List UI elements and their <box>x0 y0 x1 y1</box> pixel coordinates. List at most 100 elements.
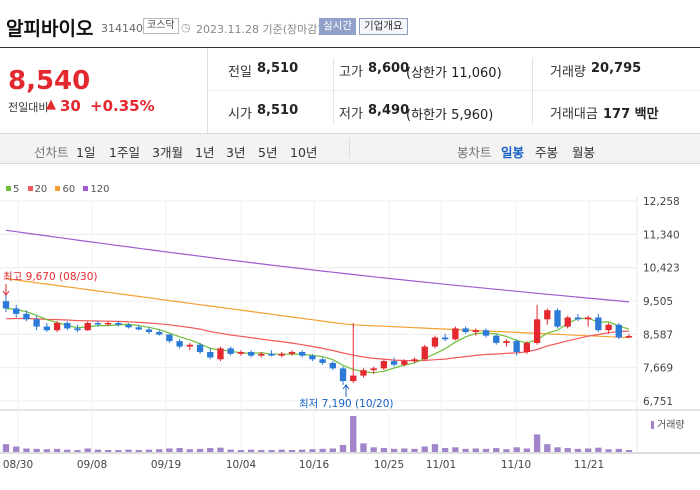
y-tick-label: 10,423 <box>643 263 680 275</box>
candle-body <box>441 337 449 340</box>
change-label: 전일대비 <box>8 101 49 114</box>
prev-close-value: 8,510 <box>257 61 299 76</box>
candle-body <box>33 319 40 327</box>
chart-toolbar: 선차트 1일 1주일 3개월 1년 3년 5년 10년 봉차트 일봉 주봉 월봉 <box>0 133 700 164</box>
candle-body <box>104 322 112 325</box>
x-tick-label: 11/01 <box>426 459 456 471</box>
lower-limit: (하한가 5,960) <box>406 108 494 123</box>
volume-bar <box>544 444 551 452</box>
volume-bar <box>268 450 275 452</box>
candle-body <box>74 328 81 331</box>
toolbar-divider <box>349 138 350 158</box>
candle-body <box>84 322 91 331</box>
legend-ma20: 20 <box>27 184 47 195</box>
candle-body <box>462 328 469 333</box>
high-annotation: 최고 9,670 (08/30) <box>3 271 98 283</box>
range-5y[interactable]: 5년 <box>258 145 278 160</box>
ma20-line <box>5 317 630 362</box>
candle-body <box>196 344 204 353</box>
candle-body <box>94 322 102 325</box>
candle-body <box>595 317 602 331</box>
realtime-button[interactable]: 실시간 <box>319 18 356 35</box>
volume-bar <box>94 449 102 452</box>
volume-bar <box>74 450 81 452</box>
candle-body <box>166 334 173 342</box>
high-label: 고가 <box>339 65 363 80</box>
range-1d[interactable]: 1일 <box>76 145 96 160</box>
volume-bar <box>339 444 347 452</box>
candle-body <box>350 375 357 382</box>
open-label: 시가 <box>228 107 252 122</box>
period-daily[interactable]: 일봉 <box>501 145 525 160</box>
low-arrow-icon <box>342 384 350 397</box>
volume-value: 20,795 <box>591 61 642 76</box>
candle-body <box>370 368 377 371</box>
volume-bar <box>237 450 245 452</box>
volume-bar <box>125 449 132 452</box>
candle-body <box>472 330 479 333</box>
volume-bar <box>247 449 255 452</box>
candle-body <box>452 328 459 340</box>
volume-bar <box>217 447 224 452</box>
volume-bar <box>533 434 541 452</box>
x-tick-label: 08/30 <box>3 459 33 471</box>
candle-body <box>23 313 30 320</box>
candle-body <box>53 322 61 331</box>
candle-body <box>278 353 285 356</box>
y-tick-label: 11,340 <box>643 229 680 241</box>
candle-body <box>176 341 183 347</box>
candle-body <box>513 341 520 353</box>
candle-body <box>217 348 224 360</box>
volume-bar <box>503 449 510 452</box>
y-tick-label: 12,258 <box>643 196 680 208</box>
volume-bar <box>523 448 531 452</box>
candle-body <box>288 352 296 354</box>
candle-body <box>319 359 326 363</box>
volume-bar <box>176 448 183 452</box>
legend-ma120: 120 <box>83 184 110 195</box>
volume-bar <box>380 448 388 452</box>
volume-bar <box>441 448 449 452</box>
range-1y[interactable]: 1년 <box>195 145 215 160</box>
y-tick-label: 9,505 <box>643 296 673 308</box>
range-1w[interactable]: 1주일 <box>109 145 140 160</box>
candle-body <box>145 329 153 333</box>
volume-bar <box>64 449 71 452</box>
x-tick-label: 10/04 <box>226 459 257 471</box>
volume-bar <box>360 443 367 452</box>
candle-body <box>156 332 163 335</box>
x-tick-label: 11/10 <box>501 459 531 471</box>
volume-bar <box>482 448 490 452</box>
candle-body <box>605 324 612 331</box>
y-tick-label: 7,669 <box>643 363 673 375</box>
volume-bar <box>145 449 153 452</box>
company-info-button[interactable]: 기업개요 <box>359 18 408 35</box>
volume-bar <box>299 449 306 452</box>
volume-bar <box>227 449 234 452</box>
x-tick-label: 09/08 <box>77 459 107 471</box>
volume-bar <box>207 448 214 452</box>
range-3m[interactable]: 3개월 <box>152 145 183 160</box>
volume-bar <box>564 448 571 452</box>
line-chart-label: 선차트 <box>34 145 69 160</box>
volume-bar <box>2 444 10 452</box>
volume-bar <box>584 448 592 452</box>
range-3y[interactable]: 3년 <box>226 145 246 160</box>
volume-bar <box>84 448 91 452</box>
column-divider <box>532 58 533 124</box>
volume-bar <box>319 448 326 452</box>
volume-bar <box>33 448 40 452</box>
candle-body <box>268 353 275 356</box>
candle-body <box>493 335 500 343</box>
volume-bar <box>350 416 357 452</box>
change-percent: +0.35% <box>90 97 155 115</box>
stock-name: 알피바이오 <box>6 18 94 40</box>
period-monthly[interactable]: 월봉 <box>572 145 596 160</box>
volume-bar <box>390 448 398 452</box>
candle-body <box>482 330 490 336</box>
candle-body <box>329 362 336 369</box>
y-tick-label: 8,587 <box>643 329 673 341</box>
period-weekly[interactable]: 주봉 <box>535 145 559 160</box>
range-10y[interactable]: 10년 <box>290 145 318 160</box>
